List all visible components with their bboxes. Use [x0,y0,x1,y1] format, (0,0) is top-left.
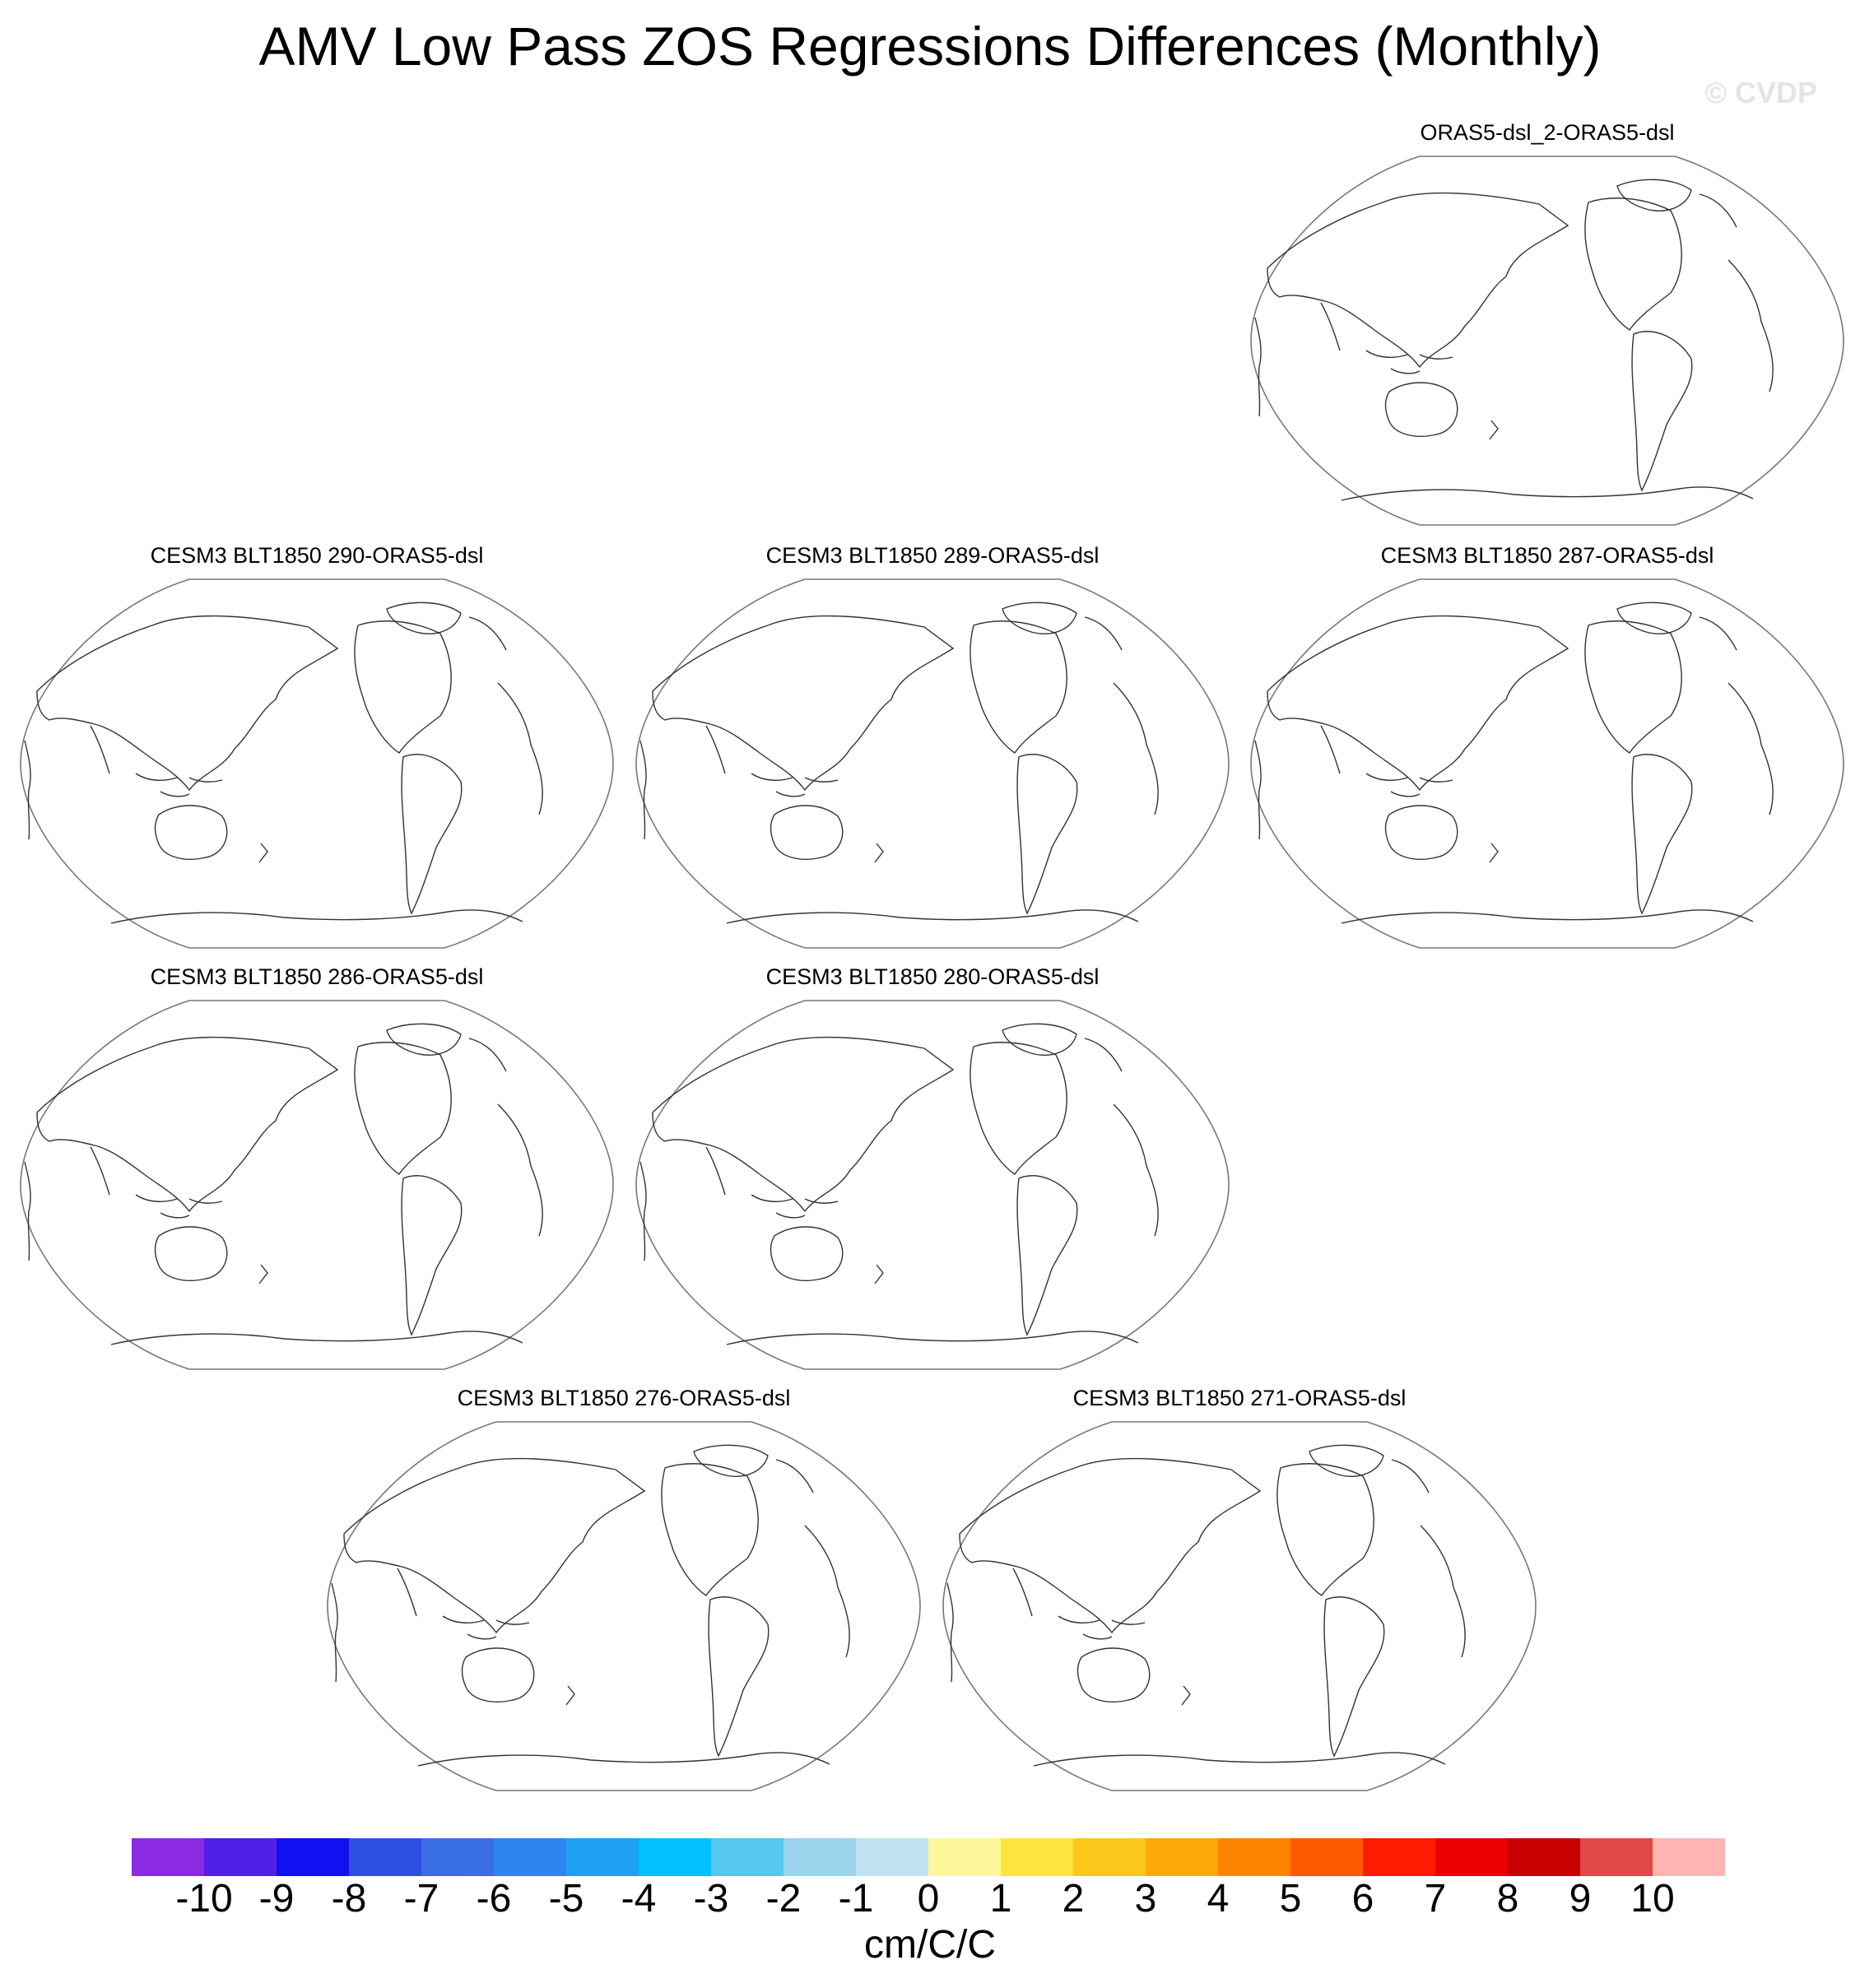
map-panel: CESM3 BLT1850 271-ORAS5-dsl [935,1386,1544,1805]
colorbar-tick-label: -2 [765,1877,802,1921]
map-panel: CESM3 BLT1850 286-ORAS5-dsl [12,964,621,1384]
colorbar-tick-label: 0 [917,1877,940,1921]
colorbar-tick-label: 4 [1207,1877,1230,1921]
world-map [635,578,1230,949]
colorbar-box [566,1838,639,1876]
colorbar-box [1580,1838,1653,1876]
colorbar-tick-label: 7 [1424,1877,1447,1921]
colorbar-tick-label: -9 [258,1877,295,1921]
colorbar-box [711,1838,784,1876]
colorbar-tick-label: -1 [838,1877,874,1921]
map-panel: CESM3 BLT1850 287-ORAS5-dsl [1243,543,1852,963]
colorbar-box [349,1838,421,1876]
colorbar-tick-label: -7 [403,1877,439,1921]
panel-title: CESM3 BLT1850 276-ORAS5-dsl [457,1386,791,1410]
colorbar-tick-label: -3 [693,1877,729,1921]
panel-title: ORAS5-dsl_2-ORAS5-dsl [1420,120,1675,145]
world-map [327,1421,921,1791]
colorbar-box [1290,1838,1363,1876]
world-map [20,1000,614,1370]
map-panel: CESM3 BLT1850 280-ORAS5-dsl [628,964,1237,1384]
colorbar-tick-label: -5 [548,1877,584,1921]
colorbar-box [1508,1838,1580,1876]
colorbar-tick-label: 2 [1062,1877,1085,1921]
colorbar-box [1435,1838,1508,1876]
watermark: © CVDP [1704,76,1817,109]
colorbar-box [1073,1838,1146,1876]
world-map [635,1000,1230,1370]
colorbar-tick-label: -6 [476,1877,512,1921]
colorbar-box [1218,1838,1290,1876]
colorbar-tick-label: -8 [331,1877,367,1921]
colorbar-box [639,1838,711,1876]
colorbar-tick-label: 6 [1351,1877,1374,1921]
map-panel: CESM3 BLT1850 290-ORAS5-dsl [12,543,621,963]
colorbar-box [856,1838,928,1876]
colorbar-tick-label: 1 [989,1877,1012,1921]
colorbar-tick-label: 8 [1496,1877,1519,1921]
colorbar-box [494,1838,566,1876]
colorbar-box [1001,1838,1073,1876]
colorbar-tick-label: 3 [1134,1877,1157,1921]
panel-title: CESM3 BLT1850 286-ORAS5-dsl [150,964,484,989]
world-map [1250,156,1844,526]
colorbar-box [784,1838,856,1876]
colorbar [132,1838,1725,1876]
map-panel: CESM3 BLT1850 276-ORAS5-dsl [319,1386,928,1805]
panel-title: CESM3 BLT1850 271-ORAS5-dsl [1072,1386,1407,1410]
colorbar-box [132,1838,204,1876]
panel-title: CESM3 BLT1850 287-ORAS5-dsl [1380,543,1714,568]
colorbar-tick-label: 10 [1630,1877,1675,1921]
map-panel: ORAS5-dsl_2-ORAS5-dsl [1243,120,1852,540]
map-panel: CESM3 BLT1850 289-ORAS5-dsl [628,543,1237,963]
world-map [942,1421,1537,1791]
world-map [20,578,614,949]
colorbar-box [421,1838,494,1876]
colorbar-tick-label: 5 [1279,1877,1302,1921]
panel-title: CESM3 BLT1850 290-ORAS5-dsl [150,543,484,568]
colorbar-box [204,1838,277,1876]
colorbar-tick-label: -10 [175,1877,233,1921]
colorbar-tick-label: 9 [1569,1877,1592,1921]
colorbar-tick-label: -4 [621,1877,657,1921]
colorbar-units: cm/C/C [864,1923,996,1967]
panel-title: CESM3 BLT1850 280-ORAS5-dsl [765,964,1100,989]
panel-title: CESM3 BLT1850 289-ORAS5-dsl [765,543,1100,568]
colorbar-box [277,1838,349,1876]
colorbar-box [1146,1838,1218,1876]
colorbar-box [928,1838,1001,1876]
colorbar-box [1363,1838,1435,1876]
world-map [1250,578,1844,949]
colorbar-box [1653,1838,1725,1876]
figure-title: AMV Low Pass ZOS Regressions Differences… [258,16,1602,77]
